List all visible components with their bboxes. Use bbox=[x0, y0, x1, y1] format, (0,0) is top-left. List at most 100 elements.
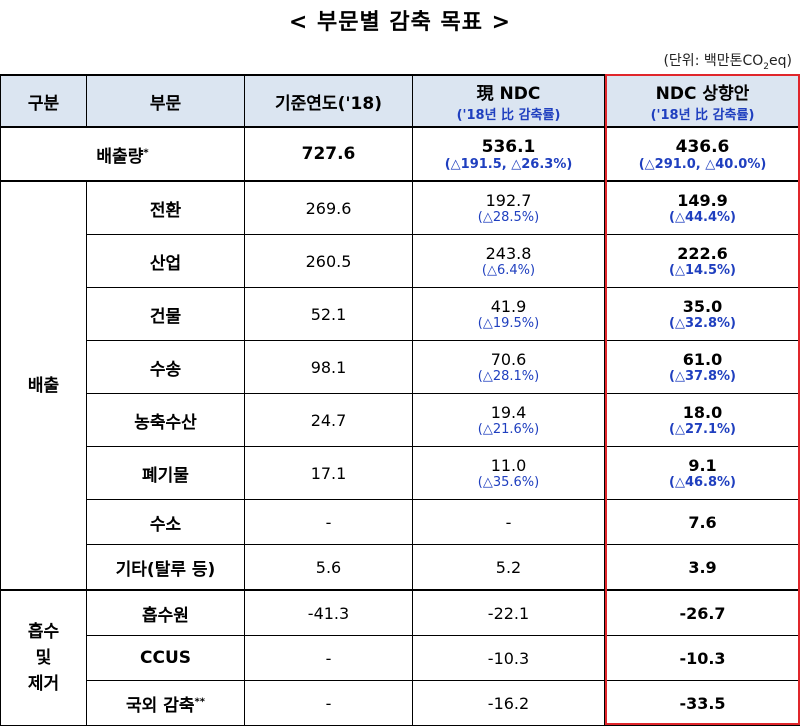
sector-name: 기타(탈루 등) bbox=[86, 544, 245, 591]
new-amount: 9.1 bbox=[688, 456, 717, 475]
total-label: 배출량* bbox=[0, 126, 245, 182]
sector-name: CCUS bbox=[86, 635, 245, 681]
new-value: 3.9 bbox=[604, 544, 800, 591]
header-new-sub: ('18년 比 감축률) bbox=[650, 108, 755, 123]
table-row: 농축수산 24.7 19.4 (△21.6%) 18.0 (△27.1%) bbox=[1, 393, 800, 447]
new-value: 18.0 (△27.1%) bbox=[604, 393, 800, 447]
table-row: 수소 - -7.6 bbox=[1, 499, 800, 545]
current-value: 11.0 (△35.6%) bbox=[412, 446, 605, 500]
current-value: 70.6 (△28.1%) bbox=[412, 340, 605, 394]
current-value: 41.9 (△19.5%) bbox=[412, 287, 605, 341]
total-current: 536.1 (△191.5, △26.3%) bbox=[412, 126, 605, 182]
current-pct: (△21.6%) bbox=[477, 422, 540, 437]
new-value: 7.6 bbox=[604, 499, 800, 545]
current-amount: 19.4 bbox=[490, 403, 527, 422]
current-pct: (△35.6%) bbox=[477, 475, 540, 490]
group-absorb-word: 및 bbox=[35, 648, 52, 668]
footnote-mark: ** bbox=[194, 695, 205, 707]
current-pct: (△28.1%) bbox=[477, 369, 540, 384]
total-row: 배출량* 727.6 536.1 (△191.5, △26.3%) 436.6 … bbox=[0, 126, 800, 182]
sector-name: 농축수산 bbox=[86, 393, 245, 447]
sector-label: 국외 감축 bbox=[126, 695, 195, 716]
reduction-target-table: 구분 부문 기준연도('18) 現 NDC ('18년 比 감축률) NDC 상… bbox=[0, 74, 800, 726]
header-current-sub: ('18년 比 감축률) bbox=[456, 108, 561, 123]
table-row: 수송 98.1 70.6 (△28.1%) 61.0 (△37.8%) bbox=[1, 340, 800, 394]
sector-name: 수송 bbox=[86, 340, 245, 394]
current-amount: 70.6 bbox=[490, 350, 527, 369]
table-row: 건물 52.1 41.9 (△19.5%) 35.0 (△32.8%) bbox=[1, 287, 800, 341]
sector-label: CCUS bbox=[140, 648, 191, 668]
current-amount: 41.9 bbox=[490, 297, 527, 316]
table-row: CCUS - -10.3 -10.3 bbox=[1, 635, 800, 681]
sector-name: 전환 bbox=[86, 180, 245, 235]
header-current-ndc: 現 NDC ('18년 比 감축률) bbox=[412, 74, 605, 128]
header-sector: 부문 bbox=[86, 74, 245, 128]
current-amount: 243.8 bbox=[485, 244, 532, 263]
new-value: -33.5 bbox=[604, 680, 800, 726]
new-pct: (△14.5%) bbox=[669, 263, 736, 278]
current-value: - bbox=[412, 499, 605, 545]
base-value: 52.1 bbox=[244, 287, 413, 341]
new-pct: (△27.1%) bbox=[669, 422, 736, 437]
new-amount: 35.0 bbox=[682, 297, 723, 316]
sector-name: 수소 bbox=[86, 499, 245, 545]
table-row: 국외 감축** - -16.2 -33.5 bbox=[1, 680, 800, 726]
base-value: - bbox=[244, 635, 413, 681]
current-value: 19.4 (△21.6%) bbox=[412, 393, 605, 447]
sector-name: 흡수원 bbox=[86, 589, 245, 636]
new-value: -26.7 bbox=[604, 589, 800, 636]
current-value: -10.3 bbox=[412, 635, 605, 681]
group-absorb-word: 흡수 bbox=[27, 622, 60, 642]
table-row: 기타(탈루 등) 5.6 5.2 3.9 bbox=[1, 544, 800, 591]
table-row: 폐기물 17.1 11.0 (△35.6%) 9.1 (△46.8%) bbox=[1, 446, 800, 500]
base-value: -41.3 bbox=[244, 589, 413, 636]
total-new: 436.6 (△291.0, △40.0%) bbox=[604, 126, 800, 182]
table-row: 배출 전환 269.6 192.7 (△28.5%) 149.9 (△44.4%) bbox=[0, 180, 800, 591]
base-value: 24.7 bbox=[244, 393, 413, 447]
new-amount: 61.0 bbox=[682, 350, 723, 369]
sector-name: 건물 bbox=[86, 287, 245, 341]
new-pct: (△32.8%) bbox=[669, 316, 736, 331]
current-value: 192.7 (△28.5%) bbox=[412, 180, 605, 235]
base-value: 98.1 bbox=[244, 340, 413, 394]
base-value: 260.5 bbox=[244, 234, 413, 288]
new-pct: (△44.4%) bbox=[669, 210, 736, 225]
header-new-ndc: NDC 상향안 ('18년 比 감축률) bbox=[604, 74, 800, 128]
new-pct: (△37.8%) bbox=[669, 369, 736, 384]
new-value: 61.0 (△37.8%) bbox=[604, 340, 800, 394]
sector-label: 흡수원 bbox=[142, 605, 189, 626]
sector-name: 폐기물 bbox=[86, 446, 245, 500]
current-pct: (△28.5%) bbox=[477, 210, 540, 225]
table-row: 산업 260.5 243.8 (△6.4%) 222.6 (△14.5%) bbox=[1, 234, 800, 288]
group-emission: 배출 bbox=[0, 180, 87, 591]
new-pct: (△46.8%) bbox=[669, 475, 736, 490]
new-amount: 18.0 bbox=[682, 403, 723, 422]
header-base-year: 기준연도('18) bbox=[244, 74, 413, 128]
page-title: < 부문별 감축 목표 > bbox=[288, 10, 512, 35]
new-amount: 149.9 bbox=[677, 191, 728, 210]
group-absorb-word: 제거 bbox=[27, 674, 60, 694]
current-pct: (△6.4%) bbox=[481, 263, 536, 278]
base-value: - bbox=[244, 680, 413, 726]
unit-label: (단위: 백만톤CO2eq) bbox=[663, 53, 792, 72]
table-header-row: 구분 부문 기준연도('18) 現 NDC ('18년 比 감축률) NDC 상… bbox=[0, 74, 800, 128]
current-value: 243.8 (△6.4%) bbox=[412, 234, 605, 288]
current-value: 5.2 bbox=[412, 544, 605, 591]
new-value: 222.6 (△14.5%) bbox=[604, 234, 800, 288]
sector-name: 산업 bbox=[86, 234, 245, 288]
new-value: 149.9 (△44.4%) bbox=[604, 180, 800, 235]
base-value: 17.1 bbox=[244, 446, 413, 500]
current-pct: (△19.5%) bbox=[477, 316, 540, 331]
current-value: -22.1 bbox=[412, 589, 605, 636]
new-value: -10.3 bbox=[604, 635, 800, 681]
base-value: 5.6 bbox=[244, 544, 413, 591]
current-amount: 11.0 bbox=[490, 456, 527, 475]
new-value: 9.1 (△46.8%) bbox=[604, 446, 800, 500]
sector-name: 국외 감축** bbox=[86, 680, 245, 726]
header-gubun: 구분 bbox=[0, 74, 87, 128]
base-value: - bbox=[244, 499, 413, 545]
current-value: -16.2 bbox=[412, 680, 605, 726]
header-new-title: NDC 상향안 bbox=[655, 84, 750, 104]
